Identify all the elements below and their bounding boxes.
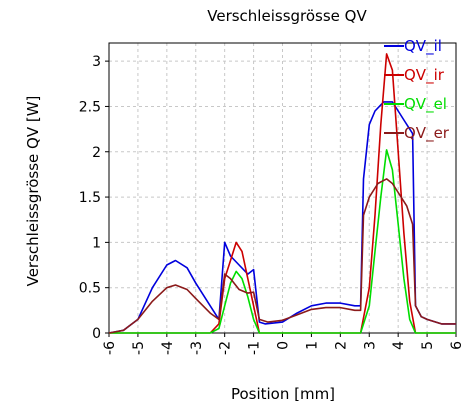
y-axis-label: Verschleissgrösse QV [W]	[24, 96, 42, 287]
y-tick-label: 3	[92, 54, 101, 70]
y-tick-label: 2	[92, 145, 101, 161]
x-axis-label: Position [mm]	[231, 385, 335, 403]
chart-title: Verschleissgrösse QV	[207, 7, 367, 25]
y-tick-label: 0	[92, 326, 101, 342]
x-tick-label: 1	[304, 341, 320, 350]
x-tick-label: -6	[102, 341, 118, 355]
series-line-qv-el	[109, 149, 456, 334]
x-tick-label: 4	[391, 341, 407, 350]
legend-label: QV_er	[404, 124, 450, 143]
legend-label: QV_il	[404, 37, 442, 56]
series-lines	[108, 53, 456, 334]
y-tick-label: 1.5	[79, 190, 101, 206]
x-tick-label: 3	[362, 341, 378, 350]
grid	[108, 43, 457, 334]
series-line-qv-er	[108, 178, 456, 334]
y-tick-label: 0.5	[79, 281, 101, 297]
x-tick-label: -2	[218, 341, 234, 355]
legend-label: QV_el	[404, 95, 447, 114]
x-tick-label: -4	[160, 341, 176, 355]
x-tick-label: 5	[420, 341, 436, 350]
y-tick-label: 1	[92, 235, 101, 251]
axes: -6 -5 -4 -3 -2 -1 0 1 2 3 4 5 6 0 0.5 1 1.5 2 2.5 3	[79, 42, 465, 355]
x-tick-label: 0	[276, 341, 292, 350]
legend: QV_il QV_ir QV_el QV_er	[384, 37, 450, 143]
x-tick-label: 6	[449, 341, 465, 350]
x-tick-label: -5	[131, 341, 147, 355]
legend-label: QV_ir	[404, 66, 445, 85]
series-line-qv-il	[108, 101, 456, 334]
x-tick-label: -1	[247, 341, 263, 355]
y-tick-label: 2.5	[79, 99, 101, 115]
x-tick-label: 2	[333, 341, 349, 350]
x-tick-label: -3	[189, 341, 205, 355]
